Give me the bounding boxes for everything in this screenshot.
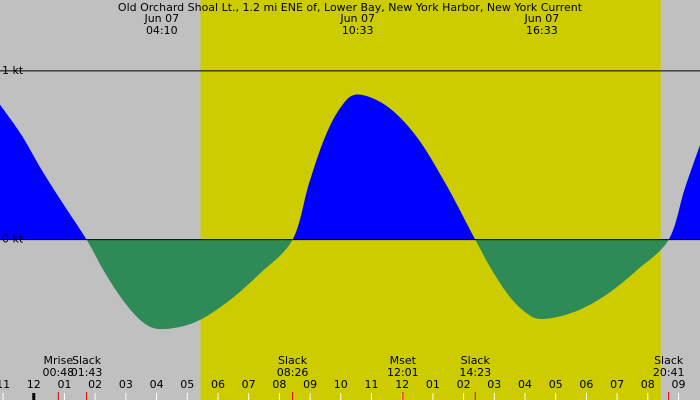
x-tick-label: 02 (457, 378, 471, 391)
event-time: 01:43 (71, 366, 103, 379)
x-tick-label: 10 (334, 378, 348, 391)
x-tick-label: 04 (150, 378, 164, 391)
ebb-area (86, 239, 669, 330)
event-time: 00:48 (42, 366, 74, 379)
x-tick-label: 07 (242, 378, 256, 391)
x-tick-label: 09 (303, 378, 317, 391)
x-tick-label: 05 (549, 378, 563, 391)
x-tick-label: 05 (180, 378, 194, 391)
event-time: 16:33 (526, 24, 558, 37)
x-tick-label: 06 (211, 378, 225, 391)
event-time: 20:41 (653, 366, 685, 379)
event-time: 14:23 (459, 366, 491, 379)
event-name: Mset (390, 354, 417, 367)
chart-title: Old Orchard Shoal Lt., 1.2 mi ENE of, Lo… (118, 1, 583, 14)
event-name: Slack (72, 354, 102, 367)
flood-area (0, 94, 700, 240)
x-tick-label: 01 (426, 378, 440, 391)
x-tick-label: 08 (272, 378, 286, 391)
y-tick-label: 1 kt (2, 64, 24, 77)
x-tick-label: 12 (395, 378, 409, 391)
x-tick-label: 09 (672, 378, 686, 391)
event-date: Jun 07 (143, 12, 179, 25)
event-name: Slack (278, 354, 308, 367)
event-time: 10:33 (342, 24, 374, 37)
event-time: 08:26 (277, 366, 309, 379)
event-name: Slack (654, 354, 684, 367)
x-tick-label: 06 (579, 378, 593, 391)
y-tick-label: 0 kt (2, 233, 24, 246)
event-name: Mrise (44, 354, 74, 367)
x-tick-label: 12 (27, 378, 41, 391)
x-tick-label: 11 (364, 378, 378, 391)
event-time: 12:01 (387, 366, 419, 379)
event-date: Jun 07 (339, 12, 375, 25)
x-tick-label: 08 (641, 378, 655, 391)
event-time: 04:10 (146, 24, 178, 37)
x-tick-label: 02 (88, 378, 102, 391)
x-tick-label: 04 (518, 378, 532, 391)
x-tick-label: 03 (119, 378, 133, 391)
event-name: Slack (461, 354, 491, 367)
x-tick-label: 11 (0, 378, 10, 391)
x-tick-label: 01 (57, 378, 71, 391)
x-tick-label: 07 (610, 378, 624, 391)
event-date: Jun 07 (524, 12, 560, 25)
x-tick-label: 03 (487, 378, 501, 391)
